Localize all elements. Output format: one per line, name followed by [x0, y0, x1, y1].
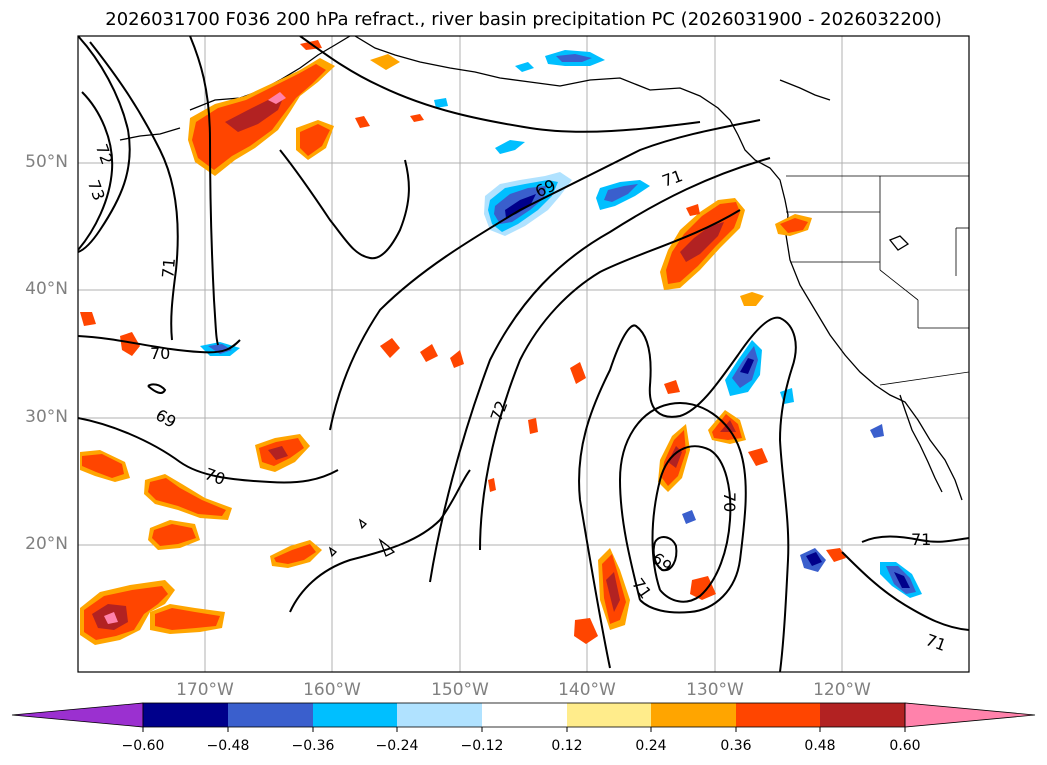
colorbar-level-label: 0.48	[804, 738, 836, 754]
contour-label: 71	[158, 257, 179, 279]
colorbar-extend-low	[11, 702, 144, 728]
colorbar-swatch	[143, 703, 228, 727]
colorbar-level-label: −0.12	[460, 738, 504, 754]
lat-tick-label: 50°N	[25, 152, 68, 172]
contour-label: 70	[720, 492, 739, 512]
colorbar-swatch	[736, 703, 820, 727]
lon-tick-label: 120°W	[813, 680, 871, 700]
lat-tick-label: 40°N	[25, 279, 68, 299]
colorbar-level-label: −0.24	[375, 738, 419, 754]
lat-tick-label: 30°N	[25, 407, 68, 427]
colorbar-level-label: 0.12	[551, 738, 583, 754]
colorbar-swatch	[228, 703, 313, 727]
colorbar-swatch	[567, 703, 651, 727]
colorbar-level-label: −0.60	[121, 738, 165, 754]
map-title: 2026031700 F036 200 hPa refract., river …	[105, 9, 942, 30]
colorbar-swatch	[820, 703, 905, 727]
lon-tick-label: 150°W	[431, 680, 489, 700]
colorbar-level-label: 0.24	[635, 738, 667, 754]
political-borders	[786, 175, 969, 386]
colorbar-swatch	[651, 703, 736, 727]
colorbar-level-label: −0.48	[206, 738, 250, 754]
contour-label: 71	[911, 530, 931, 549]
colorbar-level-label: 0.60	[889, 738, 921, 754]
lon-tick-label: 170°W	[176, 680, 234, 700]
colorbar-level-label: −0.36	[291, 738, 335, 754]
colorbar-swatch	[397, 703, 482, 727]
colorbar-swatch	[482, 703, 567, 727]
lon-tick-label: 140°W	[558, 680, 616, 700]
lat-tick-label: 20°N	[25, 534, 68, 554]
precipitation-shading	[80, 40, 922, 645]
map-plot-area: 72 73 71 70 69 69 71 72 70 69 71 70 71 7…	[78, 36, 969, 672]
colorbar-level-label: 0.36	[720, 738, 752, 754]
refractivity-contours	[78, 36, 969, 672]
plot-frame	[77, 35, 970, 673]
colorbar	[11, 702, 1036, 732]
contour-label: 70	[150, 344, 170, 363]
colorbar-extend-high	[904, 702, 1036, 728]
colorbar-swatch	[313, 703, 397, 727]
lon-tick-label: 160°W	[303, 680, 361, 700]
lon-tick-label: 130°W	[686, 680, 744, 700]
